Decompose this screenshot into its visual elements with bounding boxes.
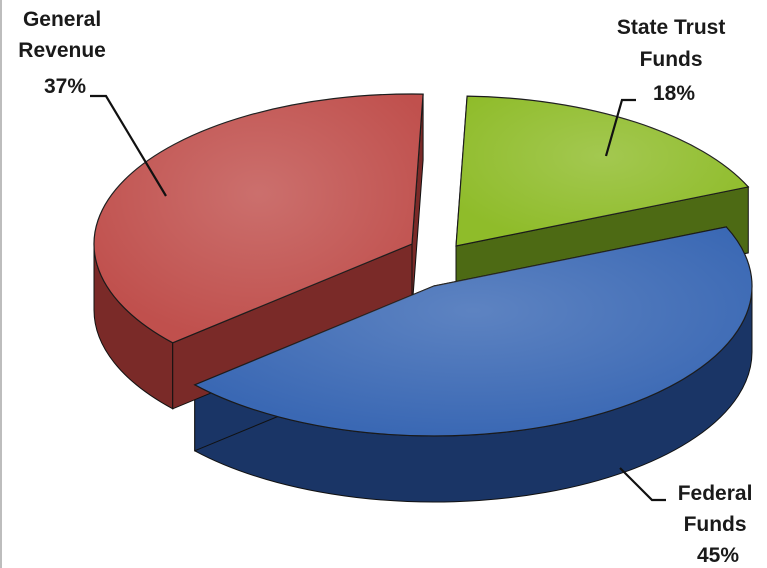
- slice-shine-state-trust-funds: [456, 96, 749, 247]
- label-state-trust-funds: State Trust Funds 18%: [617, 16, 731, 105]
- slice-shine-general-revenue: [94, 94, 424, 343]
- leader-line-state-trust-funds: [604, 98, 636, 157]
- slice-shine-federal-funds: [194, 226, 752, 436]
- leader-line-general-revenue: [90, 94, 167, 197]
- leader-line-federal-funds: [619, 467, 666, 502]
- label-general-revenue: General Revenue 37%: [18, 8, 111, 98]
- label-federal-funds: Federal Funds 45%: [678, 482, 759, 567]
